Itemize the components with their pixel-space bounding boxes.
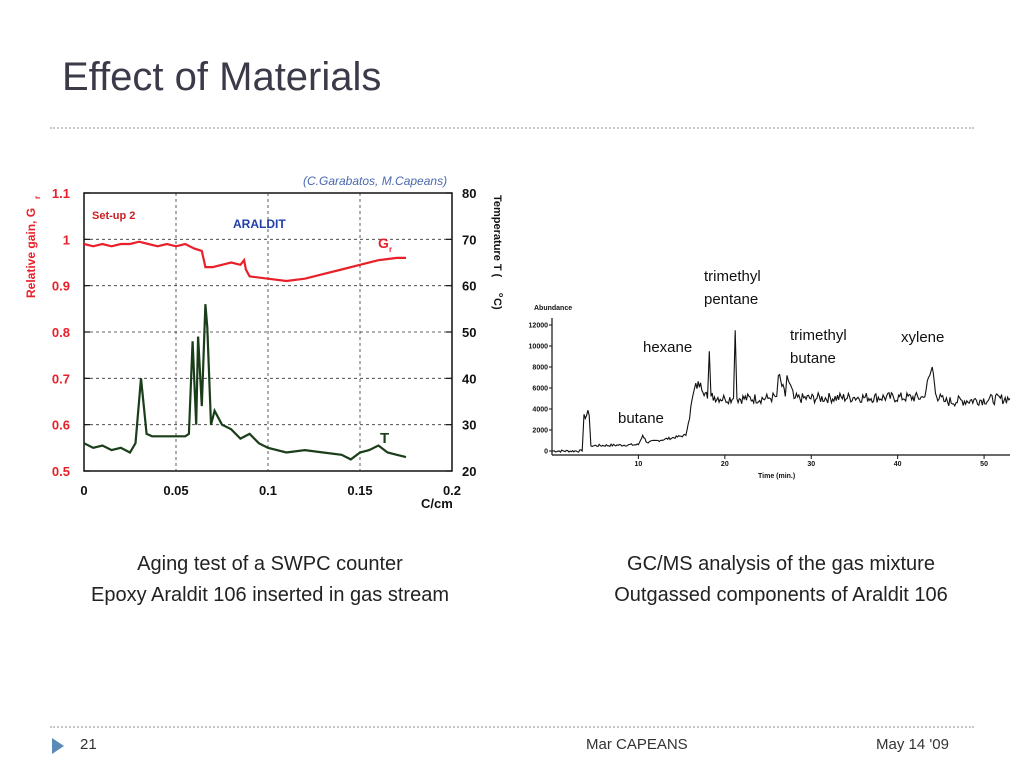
setup-label: Set-up 2	[92, 210, 135, 222]
left-caption: Aging test of a SWPC counter Epoxy Arald…	[50, 549, 490, 611]
x-tick-label: 0.15	[347, 483, 372, 498]
y-tick-label: 0.6	[52, 418, 70, 433]
y2-tick-label: 40	[462, 371, 476, 386]
x-axis-label: C/cm	[421, 496, 453, 511]
y2-axis-label: Temperature T (	[491, 195, 503, 278]
x-tick-label: 0.1	[259, 483, 277, 498]
trimethyl-butane-label-2: butane	[790, 350, 836, 367]
grid	[84, 193, 452, 471]
x-tick-label: 40	[894, 461, 902, 468]
hexane-label: hexane	[643, 339, 692, 356]
y-axis-label: Relative gain, G	[24, 208, 38, 298]
y-axis-label: Abundance	[534, 305, 572, 312]
x-axis-label: Time (min.)	[758, 473, 795, 480]
x-tick-label: 0.2	[443, 483, 461, 498]
y2-axis-unit: C)	[491, 298, 503, 310]
butane-label: butane	[618, 410, 664, 427]
y2-tick-label: 60	[462, 279, 476, 294]
credit-text: (C.Garabatos, M.Capeans)	[303, 174, 448, 188]
y-tick-label: 1	[63, 232, 70, 247]
x-tick-label: 50	[980, 461, 988, 468]
y-tick-label: 0.7	[52, 371, 70, 386]
y-tick-label: 2000	[532, 428, 548, 435]
slide-title: Effect of Materials	[62, 55, 382, 99]
page-number: 21	[80, 736, 97, 753]
aging-test-chart: 0.5 0.6 0.7 0.8 0.9 1 1.1 20 30 40 50 60 70 80 0 0.05…	[24, 186, 504, 511]
x-tick-label: 0	[80, 483, 87, 498]
x-tick-labels: 0 0.05 0.1 0.15 0.2	[80, 483, 461, 498]
title-divider	[50, 127, 974, 129]
y-tick-label: 6000	[532, 386, 548, 393]
tick-marks	[84, 192, 452, 472]
trimethyl-pentane-label-2: pentane	[704, 291, 758, 308]
y2-tick-label: 30	[462, 418, 476, 433]
y-tick-label: 10000	[529, 344, 549, 351]
right-caption: GC/MS analysis of the gas mixture Outgas…	[566, 549, 996, 611]
gain-series-sub: r	[389, 245, 392, 254]
y-tick-label: 0	[544, 449, 548, 456]
temperature-series-name: T	[380, 430, 389, 447]
y-axis-label-sub: r	[33, 196, 42, 199]
gcms-chart: Abundance 0 2000 4000 6000 8000 10000 12000 10…	[529, 268, 1011, 480]
y-tick-label: 0.5	[52, 464, 70, 479]
left-caption-line-1: Aging test of a SWPC counter	[137, 553, 403, 575]
gain-series-line	[83, 240, 406, 283]
y-tick-label: 1.1	[52, 186, 70, 201]
gain-series-name: G	[378, 235, 389, 251]
left-caption-line-2: Epoxy Araldit 106 inserted in gas stream	[91, 584, 449, 606]
bullet-triangle-icon	[52, 738, 64, 754]
y-tick-label: 0.9	[52, 279, 70, 294]
y2-tick-label: 20	[462, 464, 476, 479]
y-tick-labels: 0.5 0.6 0.7 0.8 0.9 1 1.1	[52, 186, 70, 479]
trimethyl-pentane-label-1: trimethyl	[704, 268, 761, 285]
y2-tick-label: 50	[462, 325, 476, 340]
right-caption-line-2: Outgassed components of Araldit 106	[614, 584, 948, 606]
x-tick-label: 0.05	[163, 483, 188, 498]
footer-author: Mar CAPEANS	[586, 736, 688, 753]
x-tick-labels: 10 20 30 40 50	[635, 461, 989, 468]
x-tick-label: 30	[807, 461, 815, 468]
footer-date: May 14 '09	[876, 736, 949, 753]
y-tick-label: 0.8	[52, 325, 70, 340]
right-caption-line-1: GC/MS analysis of the gas mixture	[627, 553, 935, 575]
temperature-series-line	[83, 304, 407, 461]
y-tick-label: 4000	[532, 407, 548, 414]
x-tick-label: 10	[635, 461, 643, 468]
abundance-trace	[552, 330, 1011, 453]
footer-divider	[50, 726, 974, 728]
x-tick-label: 20	[721, 461, 729, 468]
y2-tick-label: 80	[462, 186, 476, 201]
xylene-label: xylene	[901, 329, 944, 346]
y-tick-labels: 0 2000 4000 6000 8000 10000 12000	[529, 323, 549, 456]
y-tick-label: 12000	[529, 323, 549, 330]
degree-symbol: o	[497, 293, 504, 297]
tick-marks	[549, 324, 985, 459]
material-label: ARALDIT	[233, 217, 286, 231]
y2-tick-labels: 20 30 40 50 60 70 80	[462, 186, 476, 479]
trimethyl-butane-label-1: trimethyl	[790, 327, 847, 344]
y2-tick-label: 70	[462, 232, 476, 247]
y-tick-label: 8000	[532, 365, 548, 372]
